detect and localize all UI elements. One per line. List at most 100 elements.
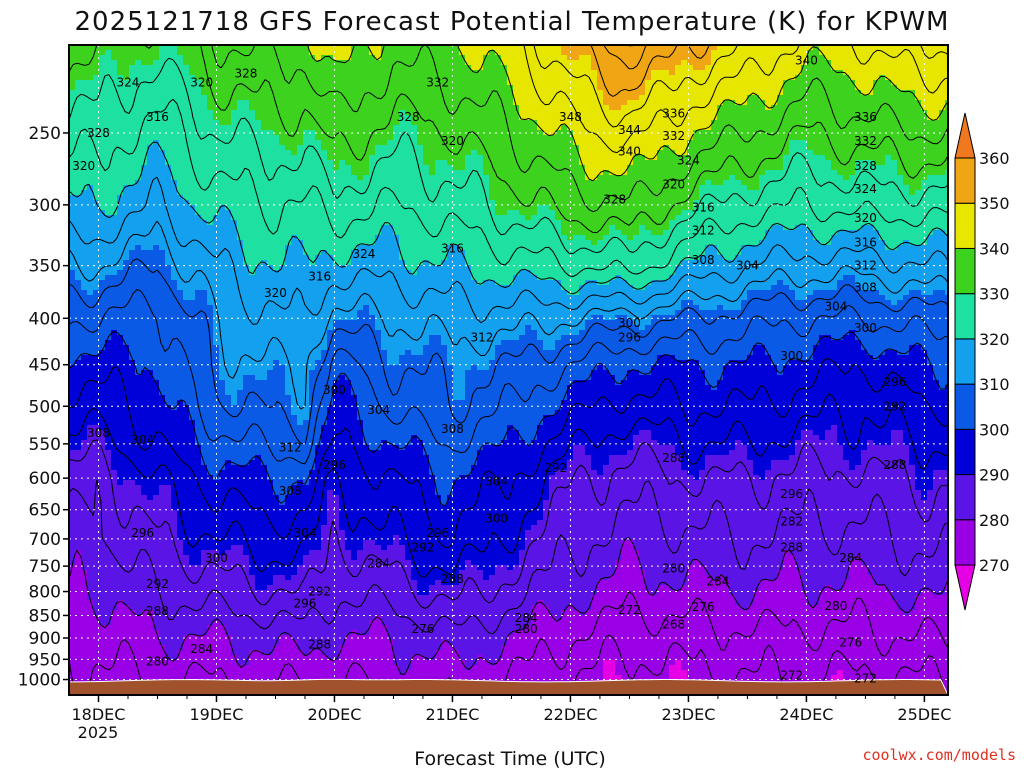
contour-line-304 xyxy=(69,288,948,465)
contour-fill-cell xyxy=(135,485,142,616)
contour-fill-cell xyxy=(867,575,874,695)
contour-fill-cell xyxy=(615,175,622,231)
contour-fill-cell xyxy=(825,160,832,246)
contour-label: 300 xyxy=(780,349,803,363)
contour-fill-cell xyxy=(495,285,502,346)
contour-fill-cell xyxy=(669,45,676,76)
contour-fill-cell xyxy=(507,570,514,636)
contour-fill-cell xyxy=(933,120,940,176)
contour-label: 280 xyxy=(662,562,685,576)
contour-fill-cell xyxy=(333,60,340,171)
contour-fill-cell xyxy=(339,375,346,531)
contour-fill-cell xyxy=(507,285,514,341)
contour-fill-cell xyxy=(915,490,922,596)
contour-fill-cell xyxy=(933,380,940,471)
contour-fill-cell xyxy=(453,400,460,481)
contour-fill-cell xyxy=(207,45,214,111)
contour-fill-cell xyxy=(711,390,718,456)
contour-fill-cell xyxy=(501,565,508,646)
contour-fill-cell xyxy=(189,300,196,421)
contour-fill-cell xyxy=(735,310,742,361)
contour-fill-cell xyxy=(519,215,526,271)
contour-fill-cell xyxy=(237,100,244,241)
contour-fill-cell xyxy=(843,275,850,336)
contour-fill-cell xyxy=(735,605,742,695)
contour-fill-cell xyxy=(603,465,610,581)
contour-fill-cell xyxy=(795,300,802,361)
contour-label: 292 xyxy=(883,399,906,413)
contour-fill-cell xyxy=(705,245,712,311)
contour-fill-cell xyxy=(201,220,208,291)
contour-fill-cell xyxy=(447,165,454,246)
contour-fill-cell xyxy=(327,160,334,256)
contour-fill-cell xyxy=(405,350,412,446)
contour-fill-cell xyxy=(549,45,556,136)
contour-fill-cell xyxy=(441,260,448,346)
contour-fill-cell xyxy=(129,360,136,481)
contour-label: 308 xyxy=(441,422,464,436)
contour-fill-cell xyxy=(339,45,346,61)
contour-fill-cell xyxy=(81,190,88,291)
contour-fill-cell xyxy=(909,45,916,91)
contour-fill-cell xyxy=(741,45,748,106)
contour-fill-cell xyxy=(225,210,232,396)
y-tick-label: 950 xyxy=(29,650,61,670)
contour-fill-cell xyxy=(207,550,214,626)
contour-fill-cell xyxy=(453,170,460,246)
contour-fill-cell xyxy=(759,480,766,581)
contour-fill-cell xyxy=(357,420,364,551)
contour-line-312 xyxy=(69,220,948,410)
contour-fill-cell xyxy=(81,440,88,571)
contour-fill-cell xyxy=(639,155,646,226)
contour-fill-cell xyxy=(255,590,262,651)
contour-fill-cell xyxy=(417,595,424,656)
contour-fill-cell xyxy=(831,290,838,341)
contour-fill-cell xyxy=(615,230,622,276)
contour-fill-cell xyxy=(297,480,304,566)
contour-fill-cell xyxy=(855,340,862,466)
contour-fill-cell xyxy=(603,105,610,171)
contour-fill-cell xyxy=(627,450,634,541)
contour-line-336 xyxy=(211,45,948,213)
contour-fill-cell xyxy=(555,470,562,621)
contour-fill-cell xyxy=(789,360,796,456)
contour-fill-cell xyxy=(273,645,280,695)
contour-fill-cell xyxy=(573,295,580,336)
contour-fill-cell xyxy=(873,80,880,166)
contour-fill-cell xyxy=(741,185,748,246)
contour-fill-cell xyxy=(933,470,940,596)
contour-fill-cell xyxy=(147,370,154,501)
contour-fill-cell xyxy=(879,585,886,695)
contour-fill-cell xyxy=(603,370,610,466)
contour-fill-cell xyxy=(813,605,820,695)
contour-fill-cell xyxy=(543,205,550,281)
contour-fill-cell xyxy=(897,610,904,686)
contour-fill-cell xyxy=(315,650,322,695)
contour-fill-cell xyxy=(207,475,214,551)
contour-fill-cell xyxy=(795,360,802,441)
contour-fill-cell xyxy=(93,200,100,291)
contour-fill-cell xyxy=(477,570,484,656)
contour-fill-cell xyxy=(639,225,646,291)
contour-fill-cell xyxy=(597,315,604,366)
contour-fill-cell xyxy=(363,540,370,636)
contour-fill-cell xyxy=(399,355,406,451)
contour-fill-cell xyxy=(411,435,418,581)
contour-fill-cell xyxy=(93,355,100,426)
contour-fill-cell xyxy=(243,465,250,556)
contour-fill-cell xyxy=(273,575,280,646)
contour-fill-cell xyxy=(189,635,196,695)
contour-fill-cell xyxy=(531,275,538,331)
contour-fill-cell xyxy=(537,45,544,131)
contour-fill-cell xyxy=(483,280,490,371)
contour-fill-cell xyxy=(723,180,730,261)
contour-fill-cell xyxy=(519,270,526,336)
contour-fill-cell xyxy=(585,320,592,381)
contour-fill-cell xyxy=(279,365,286,506)
contour-fill-cell xyxy=(549,280,556,351)
contour-fill-cell xyxy=(939,175,946,231)
contour-fill-cell xyxy=(663,445,670,586)
contour-fill-cell xyxy=(543,45,550,136)
contour-fill-cell xyxy=(315,445,322,551)
contour-fill-cell xyxy=(117,485,124,601)
